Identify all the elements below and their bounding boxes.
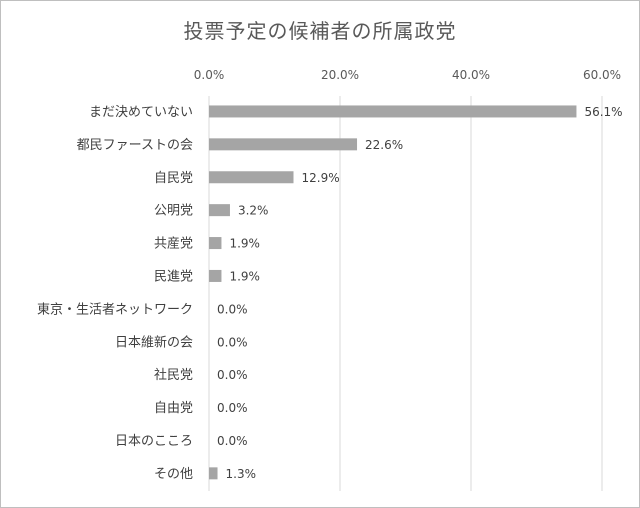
bar (209, 171, 294, 184)
bar (209, 237, 222, 250)
category-label: 日本のこころ (115, 434, 193, 449)
x-tick-label: 20.0% (321, 68, 359, 82)
data-label: 0.0% (217, 335, 248, 349)
category-label: 民進党 (154, 269, 193, 284)
data-label: 12.9% (301, 171, 339, 185)
category-label: 自由党 (154, 401, 193, 416)
category-label: その他 (154, 467, 193, 482)
category-label: 社民党 (154, 367, 193, 383)
category-label: 自民党 (154, 171, 193, 186)
data-label: 1.9% (229, 237, 260, 251)
data-label: 0.0% (217, 401, 248, 415)
category-label: 日本維新の会 (115, 334, 193, 350)
chart-title: 投票予定の候補者の所属政党 (183, 19, 457, 43)
bar (209, 467, 218, 480)
bar (209, 105, 577, 118)
category-label: 東京・生活者ネットワーク (37, 301, 193, 317)
x-tick-label: 0.0% (194, 68, 225, 82)
category-label: 共産党 (154, 236, 193, 252)
data-label: 3.2% (238, 204, 269, 218)
bar (209, 269, 222, 282)
data-label: 1.3% (226, 467, 257, 481)
category-label: まだ決めていない (89, 105, 193, 120)
category-label: 都民ファーストの会 (77, 138, 193, 153)
x-tick-label: 40.0% (452, 68, 490, 82)
bar (209, 138, 358, 151)
bar (209, 204, 230, 217)
data-label: 0.0% (217, 302, 248, 316)
data-label: 1.9% (229, 269, 260, 283)
data-label: 0.0% (217, 434, 248, 448)
x-tick-label: 60.0% (583, 68, 621, 82)
data-label: 22.6% (365, 138, 403, 152)
data-label: 56.1% (584, 105, 622, 119)
category-label: 公明党 (154, 204, 193, 219)
data-label: 0.0% (217, 368, 248, 382)
